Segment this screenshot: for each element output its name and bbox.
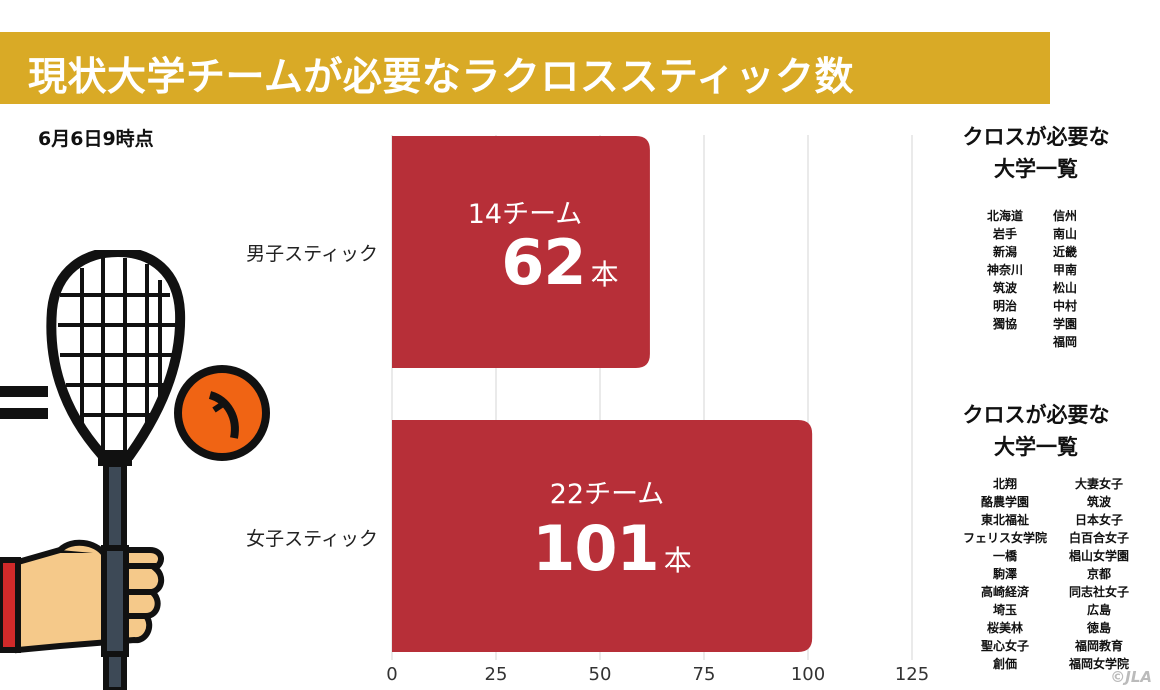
x-tick-label: 100: [790, 664, 826, 685]
bar-chart: [391, 135, 913, 660]
list-item: 日本女子: [1074, 513, 1123, 527]
list-item: 松山: [1052, 281, 1077, 295]
chart-bars: [392, 136, 813, 652]
motion-lines-icon: [0, 386, 48, 419]
list-item: 筑波: [992, 281, 1017, 295]
bar-value-unit: 本: [590, 258, 619, 291]
list-item: 東北福祉: [980, 513, 1029, 527]
list-item: 駒澤: [992, 567, 1017, 581]
women-heading-line1: クロスが必要な: [962, 403, 1110, 427]
men-university-list-col2: 信州 南山 近畿 甲南 松山 中村 学園 福岡: [1038, 207, 1092, 351]
women-university-list-col1: 北翔 酪農学園 東北福祉 フェリス女学院 一橋 駒澤 高崎経済 埼玉 桜美林 聖…: [950, 475, 1060, 673]
men-university-list-col1: 北海道 岩手 新潟 神奈川 筑波 明治 獨協: [975, 207, 1035, 333]
women-list-heading: クロスが必要な 大学一覧: [936, 399, 1136, 463]
list-item: 北翔: [992, 477, 1017, 491]
list-item: 南山: [1052, 227, 1077, 241]
list-item: 甲南: [1052, 263, 1077, 277]
bar: [392, 420, 813, 652]
list-item: 福岡教育: [1074, 639, 1123, 653]
list-item: 福岡女学院: [1068, 657, 1129, 671]
bar-value-label: 62 本: [470, 226, 650, 299]
list-item: 椙山女学園: [1068, 549, 1129, 563]
list-item: フェリス女学院: [962, 531, 1047, 545]
list-item: 北海道: [986, 209, 1023, 223]
list-item: 福岡: [1052, 335, 1077, 349]
list-item: 一橋: [992, 549, 1017, 563]
bar-value-number: 101: [532, 512, 659, 585]
bar-value-number: 62: [501, 226, 586, 299]
list-item: 酪農学園: [980, 495, 1029, 509]
title-bar: [0, 32, 1050, 104]
list-item: 広島: [1086, 603, 1111, 617]
list-item: 明治: [992, 299, 1017, 313]
list-item: 獨協: [992, 317, 1017, 331]
list-item: 高崎経済: [980, 585, 1029, 599]
list-item: 聖心女子: [980, 639, 1029, 653]
women-heading-line2: 大学一覧: [994, 435, 1078, 459]
x-tick-label: 0: [386, 664, 398, 685]
bar-value-label: 101 本: [512, 512, 712, 585]
list-item: 徳島: [1086, 621, 1111, 635]
list-item: 筑波: [1086, 495, 1111, 509]
list-item: 学園: [1052, 317, 1077, 331]
list-item: 京都: [1086, 567, 1111, 581]
ball-icon: [174, 365, 270, 461]
list-item: 岩手: [992, 227, 1017, 241]
men-heading-line1: クロスが必要な: [962, 125, 1110, 149]
list-item: 信州: [1052, 209, 1077, 223]
lacrosse-illustration: [0, 250, 270, 690]
timestamp: 6月6日9時点: [38, 128, 154, 150]
list-item: 新潟: [992, 245, 1017, 259]
list-item: 桜美林: [986, 621, 1023, 635]
list-item: 同志社女子: [1068, 585, 1129, 599]
list-item: 白百合女子: [1068, 531, 1129, 545]
bar-value-unit: 本: [663, 544, 692, 577]
category-label: 女子スティック: [246, 528, 378, 550]
x-tick-label: 125: [894, 664, 930, 685]
x-tick-label: 75: [692, 664, 716, 685]
list-item: 中村: [1052, 299, 1077, 313]
page-title: 現状大学チームが必要なラクロススティック数: [28, 55, 854, 100]
x-tick-label: 25: [484, 664, 508, 685]
men-list-heading: クロスが必要な 大学一覧: [936, 121, 1136, 185]
men-heading-line2: 大学一覧: [994, 157, 1078, 181]
x-tick-label: 50: [588, 664, 612, 685]
list-item: 近畿: [1052, 245, 1077, 259]
list-item: 大妻女子: [1074, 477, 1123, 491]
list-item: 埼玉: [992, 603, 1017, 617]
bar-team-label: 22チーム: [549, 479, 665, 510]
hand-icon: [0, 539, 165, 657]
list-item: 創価: [992, 657, 1017, 671]
category-label: 男子スティック: [246, 243, 378, 265]
watermark: ©JLA: [1110, 668, 1152, 686]
women-university-list-col2: 大妻女子 筑波 日本女子 白百合女子 椙山女学園 京都 同志社女子 広島 徳島 …: [1060, 475, 1138, 673]
bar-team-label: 14チーム: [467, 199, 583, 230]
bar: [392, 136, 650, 368]
list-item: 神奈川: [986, 263, 1023, 277]
